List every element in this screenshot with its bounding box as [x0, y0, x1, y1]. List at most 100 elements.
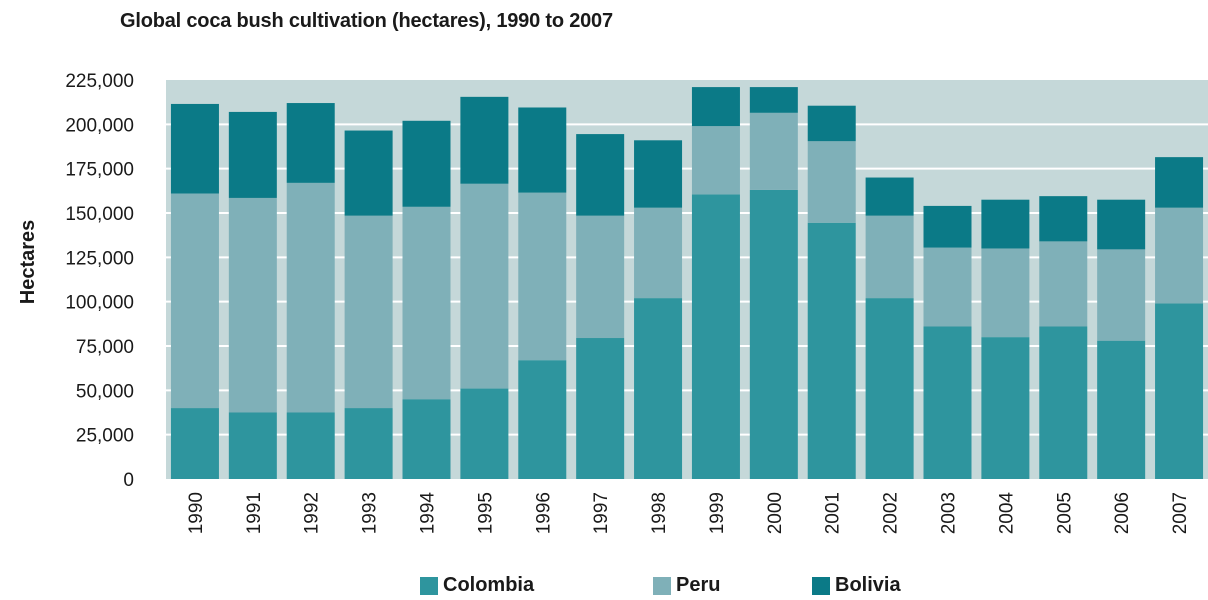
bar-bolivia-2001	[807, 105, 856, 142]
bar-colombia-2007	[1155, 303, 1204, 479]
bar-bolivia-1992	[286, 103, 335, 183]
bar-bolivia-1997	[576, 134, 625, 216]
x-tick-label: 1994	[418, 492, 439, 535]
y-axis-ticks: 0 25,000 50,000 75,000 100,000 125,000 150,000…	[65, 71, 134, 491]
x-tick-label: 2000	[765, 492, 786, 534]
bar-peru-2003	[923, 247, 972, 327]
bar-peru-1994	[402, 206, 451, 400]
bar-bolivia-2002	[865, 177, 914, 216]
y-tick-label: 125,000	[65, 248, 134, 269]
y-tick-label: 100,000	[65, 293, 134, 314]
x-tick-label: 2006	[1112, 492, 1133, 534]
legend-label: Bolivia	[835, 574, 901, 596]
x-tick-label: 2001	[823, 492, 844, 534]
bar-colombia-1992	[286, 412, 335, 479]
x-tick-label: 1995	[475, 492, 496, 534]
legend-label: Colombia	[443, 574, 535, 596]
bar-colombia-1998	[634, 298, 683, 479]
x-tick-label: 1999	[707, 492, 728, 534]
bar-bolivia-1998	[634, 140, 683, 208]
bar-peru-1997	[576, 215, 625, 339]
x-tick-label: 2003	[939, 492, 960, 534]
bar-colombia-2005	[1039, 326, 1088, 479]
bar-colombia-2000	[749, 189, 798, 480]
bar-colombia-1996	[518, 360, 567, 479]
bar-peru-1993	[344, 215, 393, 409]
bar-peru-1999	[691, 126, 740, 195]
bar-peru-2002	[865, 215, 914, 299]
bar-peru-1990	[170, 193, 219, 409]
y-axis-label: Hectares	[17, 220, 39, 305]
bar-bolivia-2007	[1155, 157, 1204, 208]
bar-bolivia-1990	[170, 103, 219, 194]
bar-colombia-2003	[923, 326, 972, 479]
bar-bolivia-1999	[691, 87, 740, 127]
x-tick-label: 1990	[186, 492, 207, 534]
x-tick-label: 1997	[591, 492, 612, 534]
y-tick-label: 75,000	[76, 337, 134, 358]
bar-colombia-2004	[981, 337, 1030, 479]
legend-item-peru: Peru	[653, 574, 720, 597]
legend-label: Peru	[676, 574, 721, 596]
bar-bolivia-2004	[981, 199, 1030, 249]
y-tick-label: 25,000	[76, 426, 134, 447]
y-tick-label: 0	[123, 470, 134, 491]
bar-colombia-2002	[865, 298, 914, 479]
legend-item-colombia: Colombia	[420, 574, 534, 597]
bar-bolivia-1991	[228, 111, 277, 198]
x-axis-ticks: 1990 1991 1992 1993 1994 1995 1996 1997 1998 1999…	[186, 492, 1191, 535]
bar-bolivia-2005	[1039, 196, 1088, 242]
bar-peru-2001	[807, 141, 856, 223]
y-tick-label: 200,000	[65, 115, 134, 136]
bar-bolivia-1996	[518, 107, 567, 193]
x-tick-label: 2002	[881, 492, 902, 534]
bar-peru-1998	[634, 207, 683, 299]
bar-peru-1995	[460, 183, 509, 389]
legend-swatch	[812, 576, 830, 595]
bar-peru-2007	[1155, 207, 1204, 304]
bar-colombia-1990	[170, 408, 219, 479]
bar-peru-2000	[749, 112, 798, 190]
x-tick-label: 2004	[996, 492, 1017, 535]
bar-colombia-2001	[807, 222, 856, 479]
bar-peru-2006	[1097, 249, 1146, 341]
bar-colombia-1994	[402, 399, 451, 479]
x-tick-label: 1993	[360, 492, 381, 534]
bars	[170, 87, 1204, 480]
x-tick-label: 1992	[302, 492, 323, 534]
x-tick-label: 1991	[244, 492, 265, 534]
bar-peru-1992	[286, 182, 335, 413]
bar-colombia-2006	[1097, 340, 1146, 479]
bar-bolivia-2003	[923, 205, 972, 248]
x-tick-label: 1998	[649, 492, 670, 534]
bar-bolivia-1995	[460, 96, 509, 184]
bar-colombia-1991	[228, 412, 277, 479]
bar-bolivia-1993	[344, 130, 393, 216]
y-tick-label: 175,000	[65, 160, 134, 181]
legend: Colombia Peru Bolivia	[0, 574, 1208, 600]
legend-item-bolivia: Bolivia	[812, 574, 901, 597]
x-tick-label: 2005	[1054, 492, 1075, 534]
bar-peru-2005	[1039, 241, 1088, 327]
bar-bolivia-1994	[402, 120, 451, 207]
legend-swatch	[420, 576, 438, 595]
bar-colombia-1997	[576, 338, 625, 479]
y-tick-label: 225,000	[65, 71, 134, 92]
x-tick-label: 2007	[1170, 492, 1191, 534]
bar-colombia-1999	[691, 194, 740, 479]
bar-bolivia-2006	[1097, 199, 1146, 250]
bar-colombia-1993	[344, 408, 393, 479]
x-tick-label: 1996	[533, 492, 554, 534]
y-tick-label: 150,000	[65, 204, 134, 225]
y-tick-label: 50,000	[76, 381, 134, 402]
plot-background	[166, 80, 1208, 479]
bar-colombia-1995	[460, 388, 509, 479]
legend-swatch	[653, 576, 671, 595]
bar-bolivia-2000	[749, 87, 798, 113]
plot-area	[166, 80, 1208, 479]
bar-peru-2004	[981, 248, 1030, 338]
bar-peru-1991	[228, 197, 277, 413]
chart-title: Global coca bush cultivation (hectares),…	[120, 10, 613, 32]
bar-peru-1996	[518, 192, 567, 361]
